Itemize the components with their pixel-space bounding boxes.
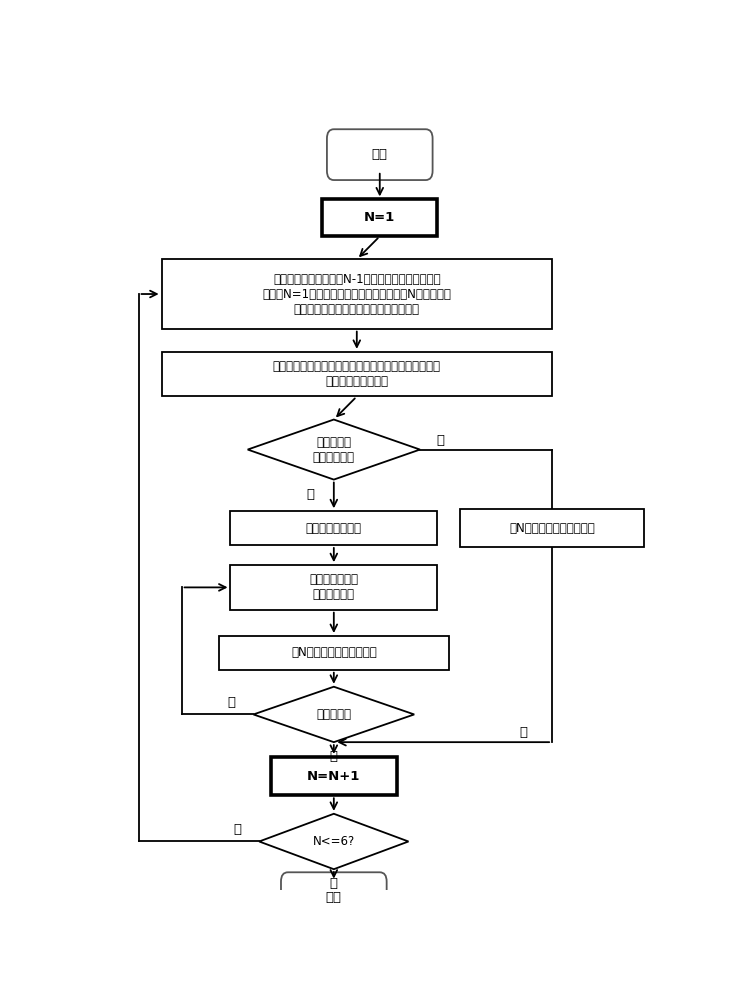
Text: 否: 否: [436, 434, 444, 447]
Text: 开始: 开始: [372, 148, 388, 161]
Bar: [230, 565, 437, 610]
FancyBboxPatch shape: [281, 872, 387, 923]
Text: 结束: 结束: [326, 891, 342, 904]
Text: 无可行解？: 无可行解？: [316, 708, 351, 721]
Bar: [460, 509, 644, 547]
Text: 计算机组调整指标: 计算机组调整指标: [306, 522, 362, 535]
Polygon shape: [247, 420, 420, 480]
Bar: [322, 199, 437, 236]
Bar: [219, 636, 448, 670]
Text: 潮流结果是
否存在越限？: 潮流结果是 否存在越限？: [313, 436, 355, 464]
Text: 否: 否: [330, 750, 338, 763]
Text: 是: 是: [307, 488, 315, 501]
Polygon shape: [253, 687, 414, 742]
Bar: [230, 511, 437, 545]
Text: N<=6?: N<=6?: [313, 835, 355, 848]
Text: 否: 否: [519, 726, 528, 739]
Text: 是: 是: [227, 696, 236, 709]
Polygon shape: [259, 814, 408, 869]
Bar: [270, 757, 397, 795]
Text: N=N+1: N=N+1: [307, 770, 361, 783]
Text: 第N个时间点最优潮流计算: 第N个时间点最优潮流计算: [509, 522, 595, 535]
Text: N=1: N=1: [364, 211, 396, 224]
Text: 否: 否: [330, 877, 338, 890]
Text: 是: 是: [233, 823, 242, 836]
Text: 根据优化计算得到的第N-1个时间点的机组出力数据
（如果N=1，则取状态估计结果），结合第N个时间点的
超短期负荷预测数据，进行动态潮流计算: 根据优化计算得到的第N-1个时间点的机组出力数据 （如果N=1，则取状态估计结果…: [262, 273, 451, 316]
Text: 计算潮流结果和相应时间点的日内发电计划的机组功率
偏差，选择目标函数: 计算潮流结果和相应时间点的日内发电计划的机组功率 偏差，选择目标函数: [273, 360, 441, 388]
Bar: [162, 352, 552, 396]
Text: 放松网络约束，
修改越限限值: 放松网络约束， 修改越限限值: [309, 573, 359, 601]
Text: 第N个时间点最优潮流计算: 第N个时间点最优潮流计算: [291, 646, 376, 659]
FancyBboxPatch shape: [327, 129, 433, 180]
Bar: [162, 259, 552, 329]
